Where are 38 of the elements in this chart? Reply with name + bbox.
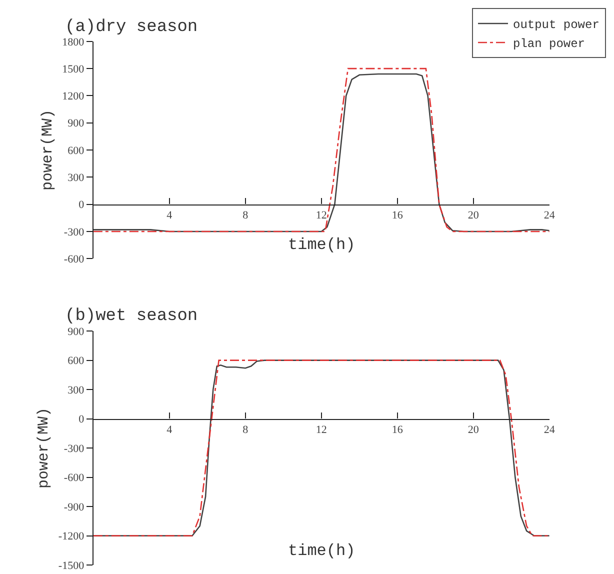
y-tick-label: 1800 [62,36,85,48]
x-tick-label: 12 [316,210,327,222]
y-tick-label: 1200 [62,90,85,103]
legend-label: plan power [513,37,586,52]
y-axis-title: power(MW) [39,110,56,191]
x-tick-label: 16 [392,424,404,436]
y-tick-label: 600 [68,355,85,368]
y-tick-label: 900 [68,118,85,130]
y-tick-label: -600 [64,472,85,484]
chart-title: (b)wet season [65,307,198,326]
legend-label: output power [513,18,600,32]
x-tick-label: 8 [242,210,249,222]
x-tick-label: 12 [316,424,327,436]
x-axis-title: time(h) [288,542,356,560]
x-tick-label: 24 [544,210,556,222]
x-axis-title: time(h) [288,236,356,254]
x-tick-label: 4 [166,424,173,436]
y-tick-label: -900 [64,501,85,514]
y-tick-label: 900 [68,326,85,338]
y-tick-label: 0 [78,199,85,212]
y-tick-label: 300 [68,172,85,184]
x-tick-label: 8 [242,424,249,436]
y-tick-label: -1200 [58,530,85,543]
y-tick-label: -1500 [58,560,85,572]
y-tick-label: -300 [64,226,85,238]
y-tick-label: -600 [64,254,85,266]
y-axis-title: power(MW) [36,408,53,489]
x-tick-label: 4 [166,210,173,222]
y-tick-label: 600 [68,144,85,157]
x-tick-label: 16 [392,210,404,222]
x-tick-label: 24 [544,424,556,436]
x-tick-label: 20 [468,424,480,436]
x-tick-label: 20 [468,210,480,222]
y-tick-label: -300 [64,442,85,455]
y-tick-label: 1500 [62,63,85,76]
y-tick-label: 300 [68,384,85,396]
y-tick-label: 0 [78,414,85,426]
chart-title: (a)dry season [65,18,198,37]
